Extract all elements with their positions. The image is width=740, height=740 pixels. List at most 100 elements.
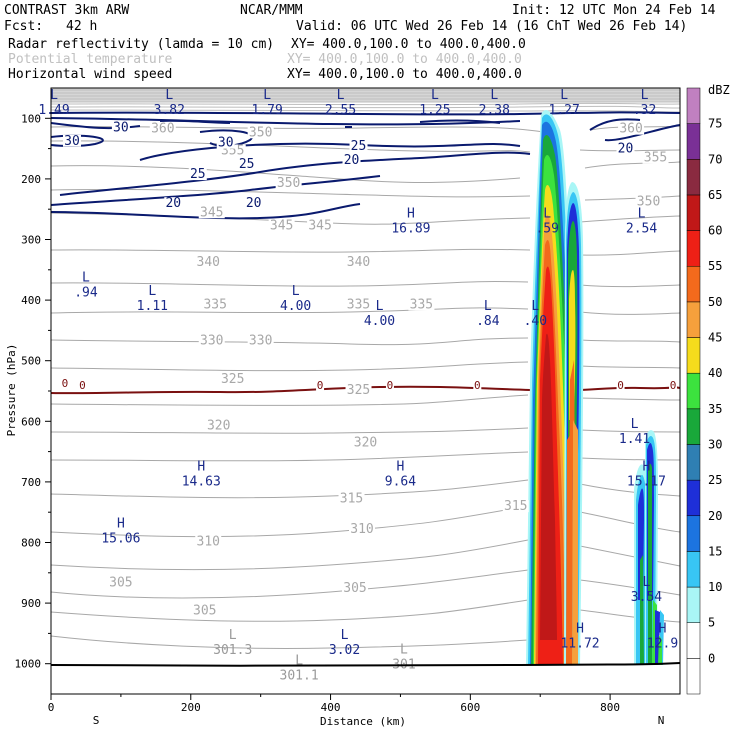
wind-contour-label: 20 xyxy=(618,142,634,157)
theta-contour-label: 330 xyxy=(200,334,223,349)
freezing-contour-label: 0 xyxy=(617,379,624,392)
colorbar-label: 75 xyxy=(708,117,722,131)
theta-contour-label-bg xyxy=(345,298,372,311)
hl-value: 1.41 xyxy=(619,432,650,447)
colorbar-swatch xyxy=(686,444,701,481)
theta-contour-label-bg xyxy=(275,177,302,190)
y-tick-label: 200 xyxy=(21,173,41,186)
theta-contour-label: 350 xyxy=(277,176,300,191)
wind-contour-label-bg xyxy=(111,121,130,134)
y-tick-label: 600 xyxy=(21,415,41,428)
hl-letter: L xyxy=(400,643,408,658)
hl-letter: L xyxy=(543,206,551,221)
colorbar-label: 40 xyxy=(708,366,722,380)
colorbar-label: 45 xyxy=(708,331,722,345)
theta-contour-label: 330 xyxy=(249,334,272,349)
theta-contour-label-bg xyxy=(352,436,379,449)
wind-contour-label-bg xyxy=(349,140,368,153)
x-tick-label: 400 xyxy=(321,701,341,714)
colorbar-label: 60 xyxy=(708,224,722,238)
colorbar-label: 55 xyxy=(708,259,722,273)
theta-contour-label: 335 xyxy=(410,297,433,312)
colorbar-swatch xyxy=(686,622,701,659)
x-tick-label: 600 xyxy=(460,701,480,714)
wind-contour-label: 20 xyxy=(344,153,360,168)
wind-contour-label: 25 xyxy=(351,139,367,154)
theta-contour-label: 315 xyxy=(504,499,527,514)
theta-contour-label-bg xyxy=(502,500,529,513)
colorbar-unit: dBZ xyxy=(708,83,730,97)
theta-contour-label: 310 xyxy=(350,522,373,537)
hl-value: .40 xyxy=(524,314,547,329)
x-tick-label: 0 xyxy=(48,701,55,714)
theta-contour-label: 310 xyxy=(197,534,220,549)
hl-value: 1.27 xyxy=(549,103,580,118)
theta-contour-label: 345 xyxy=(308,219,331,234)
hl-value: 14.63 xyxy=(182,475,221,490)
theta-contour-label-bg xyxy=(408,298,435,311)
theta-contour-label-bg xyxy=(149,122,176,135)
wind-contour-label: 25 xyxy=(239,157,255,172)
hl-letter: L xyxy=(490,88,498,103)
y-tick-label: 100 xyxy=(21,112,41,125)
theta-contour-label-bg xyxy=(198,334,225,347)
wind-contour-label: 30 xyxy=(64,134,80,149)
hl-letter: L xyxy=(292,284,300,299)
theta-contour-label-bg xyxy=(195,535,222,548)
wind-contour-label-bg xyxy=(216,136,235,149)
hl-letter: H xyxy=(659,621,667,636)
hl-value: 3.54 xyxy=(631,590,662,605)
freezing-label-bg xyxy=(78,379,87,391)
y-tick-label: 1000 xyxy=(15,658,42,671)
hl-letter: L xyxy=(165,88,173,103)
hl-value: 11.72 xyxy=(560,636,599,651)
y-tick-label: 500 xyxy=(21,355,41,368)
colorbar-swatch xyxy=(686,479,701,517)
colorbar-swatch xyxy=(686,515,701,552)
hl-letter: L xyxy=(229,628,237,643)
model-title: CONTRAST 3km ARW xyxy=(4,3,129,18)
hl-value: 2.38 xyxy=(479,103,510,118)
hl-value: 2.55 xyxy=(325,103,356,118)
theta-contour-label: 315 xyxy=(340,491,363,506)
hl-value: 16.89 xyxy=(391,221,430,236)
theta-contour-label-bg xyxy=(198,206,225,219)
wind-contour-label: 30 xyxy=(113,120,129,135)
north-end-label: N xyxy=(658,714,665,727)
org-label: NCAR/MMM xyxy=(240,3,303,18)
colorbar-swatch xyxy=(686,230,701,267)
hl-value: 15.06 xyxy=(101,532,140,547)
hl-value: .59 xyxy=(535,221,558,236)
ground-line xyxy=(50,662,681,667)
y-tick-label: 900 xyxy=(21,597,41,610)
theta-contour-label-bg xyxy=(205,419,232,432)
theta-contour-label: 355 xyxy=(644,151,667,166)
hl-letter: H xyxy=(407,206,415,221)
theta-contour-label-bg xyxy=(202,298,229,311)
colorbar-swatch xyxy=(686,87,701,124)
hl-letter: L xyxy=(560,88,568,103)
fcst-label: Fcst: xyxy=(4,19,43,34)
wind-contour-label-bg xyxy=(164,197,183,210)
field1-name: Radar reflectivity (lamda = 10 cm) xyxy=(8,37,274,52)
theta-contour-label: 345 xyxy=(270,219,293,234)
hl-letter: L xyxy=(295,654,303,669)
wind-contour-label-bg xyxy=(237,157,256,170)
wind-contour-label: 20 xyxy=(246,196,262,211)
theta-contour-label-bg xyxy=(345,383,372,396)
colorbar-swatch xyxy=(686,586,701,623)
theta-contour-label: 305 xyxy=(109,576,132,591)
theta-contour-label-bg xyxy=(107,576,134,589)
wind-contour-label-bg xyxy=(244,197,263,210)
theta-contour-label: 345 xyxy=(200,205,223,220)
colorbar-label: 0 xyxy=(708,651,715,665)
theta-contour-label-bg xyxy=(642,151,669,164)
theta-contour-label-bg xyxy=(247,126,274,139)
field2-xy: XY= 400.0,100.0 to 400.0,400.0 xyxy=(287,52,522,67)
colorbar-swatch xyxy=(686,372,701,410)
theta-contour-label: 320 xyxy=(354,436,377,451)
freezing-label-bg xyxy=(669,379,678,391)
field3-name: Horizontal wind speed xyxy=(8,67,172,82)
